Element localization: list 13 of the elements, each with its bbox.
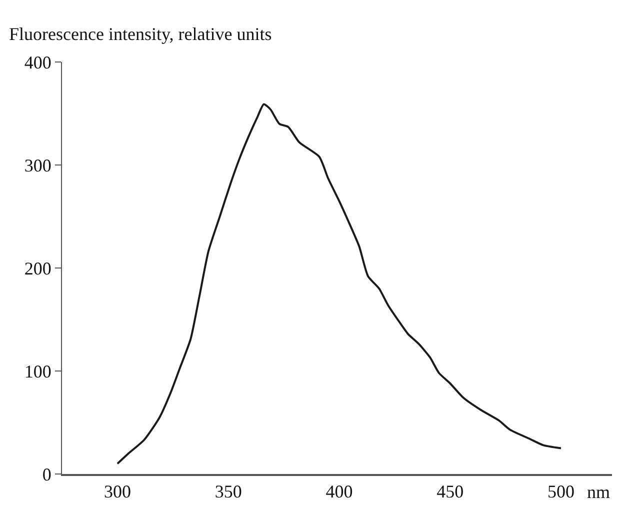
x-tick-label: 400 xyxy=(326,482,353,502)
line-series xyxy=(116,103,562,465)
x-tick-label: 300 xyxy=(104,482,131,502)
x-tick-label: 450 xyxy=(436,482,464,502)
y-axis-title: Fluorescence intensity, relative units xyxy=(9,24,272,44)
y-tick-label: 100 xyxy=(24,361,52,382)
x-tick-label: 350 xyxy=(214,482,242,502)
y-tick-label: 0 xyxy=(42,464,52,484)
y-tick-label: 200 xyxy=(24,258,52,278)
x-axis-title: nm xyxy=(587,482,610,502)
y-tick-label: 300 xyxy=(24,155,52,176)
x-tick-label: 500 xyxy=(547,482,574,502)
y-tick-label: 400 xyxy=(24,52,52,72)
